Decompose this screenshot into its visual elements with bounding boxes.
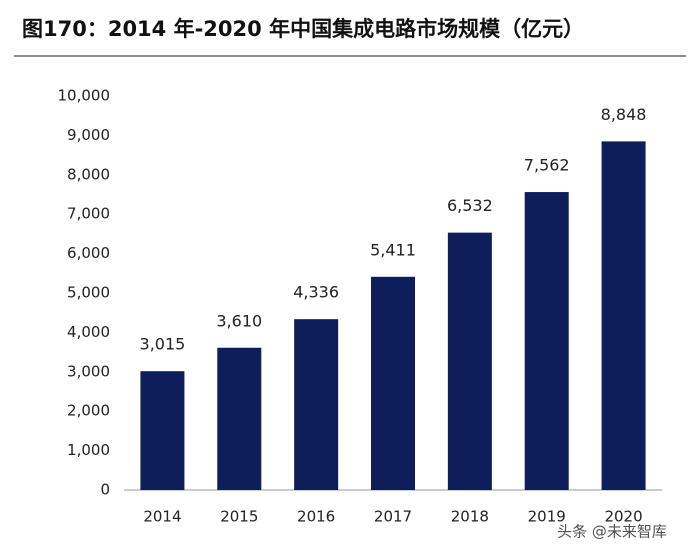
y-tick-label: 1,000 bbox=[67, 441, 110, 459]
x-tick-label: 2019 bbox=[528, 508, 566, 526]
data-label: 3,015 bbox=[140, 335, 186, 354]
x-tick-label: 2014 bbox=[143, 508, 181, 526]
bar bbox=[524, 192, 569, 491]
bar bbox=[447, 232, 492, 490]
bar bbox=[294, 319, 339, 490]
y-tick-label: 6,000 bbox=[67, 244, 110, 262]
data-label: 3,610 bbox=[216, 311, 262, 330]
data-label: 8,848 bbox=[601, 105, 647, 124]
data-label: 6,532 bbox=[447, 196, 493, 215]
bar bbox=[140, 371, 185, 490]
y-tick-label: 4,000 bbox=[67, 323, 110, 341]
x-tick-label: 2018 bbox=[451, 508, 489, 526]
x-tick-label: 2017 bbox=[374, 508, 412, 526]
bar bbox=[371, 276, 415, 490]
chart-title: 图170：2014 年-2020 年中国集成电路市场规模（亿元） bbox=[22, 17, 584, 41]
y-tick-label: 2,000 bbox=[67, 402, 110, 420]
y-tick-label: 9,000 bbox=[67, 126, 110, 144]
data-label: 4,336 bbox=[293, 283, 339, 302]
y-tick-label: 10,000 bbox=[58, 87, 111, 105]
y-tick-label: 8,000 bbox=[67, 165, 110, 183]
bar bbox=[217, 347, 262, 490]
x-tick-label: 2016 bbox=[297, 508, 335, 526]
watermark: 头条 @未来智库 bbox=[557, 523, 667, 541]
y-tick-label: 3,000 bbox=[67, 362, 110, 380]
y-tick-label: 7,000 bbox=[67, 205, 110, 223]
y-tick-label: 5,000 bbox=[67, 284, 110, 302]
data-label: 5,411 bbox=[370, 240, 416, 259]
y-tick-label: 0 bbox=[100, 481, 110, 499]
data-label: 7,562 bbox=[524, 156, 570, 175]
bar bbox=[601, 141, 646, 490]
x-tick-label: 2020 bbox=[604, 508, 642, 526]
x-tick-label: 2015 bbox=[220, 508, 258, 526]
